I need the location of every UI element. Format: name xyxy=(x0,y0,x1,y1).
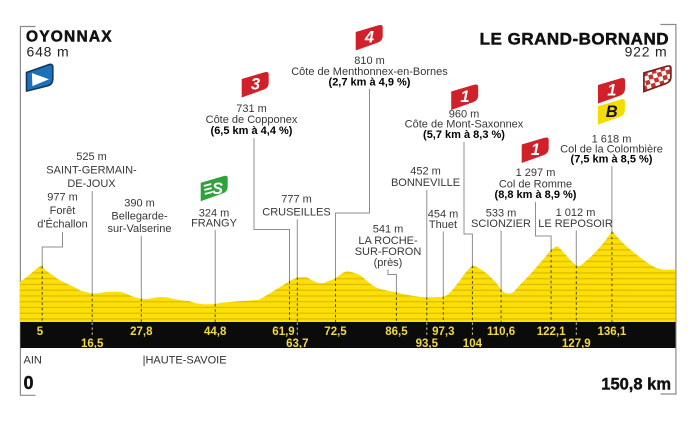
svg-text:97,3: 97,3 xyxy=(432,326,454,338)
svg-text:LE GRAND-BORNAND: LE GRAND-BORNAND xyxy=(480,30,669,49)
svg-text:(2,7 km à 4,9 %): (2,7 km à 4,9 %) xyxy=(329,77,411,89)
svg-text:DE-JOUX: DE-JOUX xyxy=(67,178,116,190)
svg-text:Côte de Copponex: Côte de Copponex xyxy=(206,114,298,126)
svg-text:CRUSEILLES: CRUSEILLES xyxy=(262,207,330,219)
svg-text:Forêt: Forêt xyxy=(50,205,76,217)
svg-text:390 m: 390 m xyxy=(124,198,155,210)
svg-text:B: B xyxy=(606,103,618,121)
svg-text:810 m: 810 m xyxy=(354,55,385,67)
svg-text:44,8: 44,8 xyxy=(204,326,227,338)
svg-text:LA ROCHE-: LA ROCHE- xyxy=(358,235,418,247)
svg-text:150,8 km: 150,8 km xyxy=(601,376,671,394)
svg-text:61,9: 61,9 xyxy=(272,326,294,338)
svg-text:OYONNAX: OYONNAX xyxy=(26,29,113,46)
svg-text:324 m: 324 m xyxy=(199,208,230,220)
svg-text:BONNEVILLE: BONNEVILLE xyxy=(391,177,460,189)
svg-text:5: 5 xyxy=(37,326,44,338)
svg-text:AIN: AIN xyxy=(24,355,42,367)
svg-text:1: 1 xyxy=(531,141,540,159)
svg-text:648 m: 648 m xyxy=(27,44,70,60)
svg-text:Col de la Colombière: Col de la Colombière xyxy=(560,144,663,156)
svg-text:777 m: 777 m xyxy=(281,194,312,206)
svg-text:3: 3 xyxy=(251,76,260,94)
svg-text:922 m: 922 m xyxy=(625,44,668,60)
svg-text:104: 104 xyxy=(463,338,483,350)
svg-text:Côte de Menthonnex-en-Bornes: Côte de Menthonnex-en-Bornes xyxy=(291,66,448,78)
svg-text:SUR-FORON: SUR-FORON xyxy=(355,246,422,258)
svg-text:27,8: 27,8 xyxy=(130,326,153,338)
svg-text:LE REPOSOIR: LE REPOSOIR xyxy=(538,218,613,230)
svg-text:1 618 m: 1 618 m xyxy=(592,134,632,146)
svg-text:127,9: 127,9 xyxy=(562,338,591,350)
svg-text:93,5: 93,5 xyxy=(416,338,439,350)
svg-text:|HAUTE-SAVOIE: |HAUTE-SAVOIE xyxy=(143,355,227,367)
svg-text:(8,8 km à 8,9 %): (8,8 km à 8,9 %) xyxy=(495,189,577,201)
svg-text:122,1: 122,1 xyxy=(537,326,566,338)
svg-text:Bellegarde-: Bellegarde- xyxy=(111,211,168,223)
svg-text:454 m: 454 m xyxy=(428,209,459,221)
svg-text:SCIONZIER: SCIONZIER xyxy=(471,218,531,230)
svg-text:525 m: 525 m xyxy=(76,151,107,163)
svg-text:1: 1 xyxy=(460,88,469,106)
svg-text:977 m: 977 m xyxy=(47,192,78,204)
svg-text:72,5: 72,5 xyxy=(324,326,347,338)
svg-text:960 m: 960 m xyxy=(449,109,480,121)
svg-text:533 m: 533 m xyxy=(486,208,517,220)
svg-text:86,5: 86,5 xyxy=(385,326,408,338)
svg-text:63,7: 63,7 xyxy=(286,338,308,350)
svg-text:d'Échallon: d'Échallon xyxy=(37,218,87,231)
svg-text:S: S xyxy=(212,180,223,198)
svg-text:1 012 m: 1 012 m xyxy=(556,207,596,219)
svg-text:1: 1 xyxy=(607,82,616,100)
svg-text:1 297 m: 1 297 m xyxy=(516,167,556,179)
svg-text:136,1: 136,1 xyxy=(598,326,627,338)
svg-text:452 m: 452 m xyxy=(410,166,441,178)
svg-text:4: 4 xyxy=(364,29,374,47)
svg-text:sur-Valserine: sur-Valserine xyxy=(108,223,172,235)
svg-text:(5,7 km à 8,3 %): (5,7 km à 8,3 %) xyxy=(423,129,505,141)
svg-text:Côte de Mont-Saxonnex: Côte de Mont-Saxonnex xyxy=(405,119,524,131)
svg-text:731 m: 731 m xyxy=(236,103,267,115)
svg-text:(7,5 km à 8,5 %): (7,5 km à 8,5 %) xyxy=(571,154,653,166)
svg-text:Thuet: Thuet xyxy=(429,219,457,231)
svg-text:16,5: 16,5 xyxy=(81,338,104,350)
svg-text:Col de Romme: Col de Romme xyxy=(499,179,572,191)
svg-text:(près): (près) xyxy=(374,257,403,269)
svg-text:0: 0 xyxy=(24,373,34,393)
svg-text:541 m: 541 m xyxy=(373,224,404,236)
svg-text:110,6: 110,6 xyxy=(487,326,515,338)
svg-text:(6,5 km à 4,4 %): (6,5 km à 4,4 %) xyxy=(211,125,293,137)
svg-text:FRANGY: FRANGY xyxy=(191,218,238,230)
svg-text:SAINT-GERMAIN-: SAINT-GERMAIN- xyxy=(46,165,137,177)
